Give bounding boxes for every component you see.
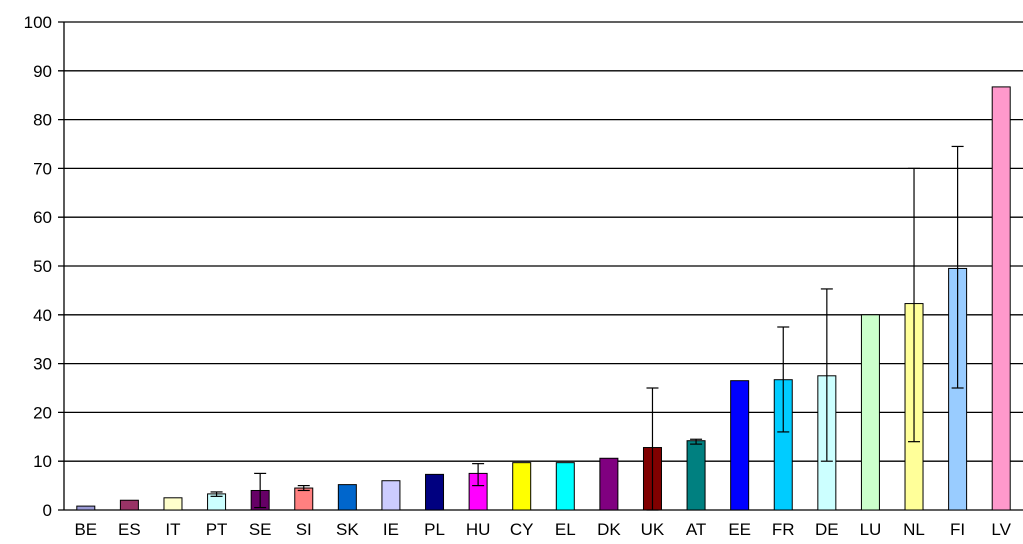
y-tick-label: 100 [24, 13, 52, 32]
y-tick-label: 60 [33, 208, 52, 227]
bar-dk [599, 457, 619, 511]
x-tick-label-it: IT [165, 520, 180, 539]
error-bar-se [254, 472, 267, 509]
error-bar-fi [951, 145, 964, 389]
bar-at [686, 440, 706, 511]
bar-lu [860, 314, 880, 511]
bar-es [119, 499, 139, 511]
x-tick-label-fr: FR [772, 520, 795, 539]
x-tick-label-nl: NL [903, 520, 925, 539]
bars [76, 86, 1011, 511]
bar-ie [381, 480, 401, 511]
x-tick-label-hu: HU [466, 520, 491, 539]
x-tick-label-pt: PT [206, 520, 228, 539]
y-tick-label: 0 [43, 501, 52, 520]
x-tick-label-pl: PL [424, 520, 445, 539]
y-tick-label: 30 [33, 355, 52, 374]
x-tick-label-es: ES [118, 520, 141, 539]
x-tick-label-el: EL [555, 520, 576, 539]
x-tick-label-ee: EE [728, 520, 751, 539]
bar-it [163, 497, 183, 511]
x-tick-label-uk: UK [641, 520, 665, 539]
gridlines [58, 21, 1023, 511]
bar-si [294, 487, 314, 511]
x-tick-label-be: BE [74, 520, 97, 539]
bar-el [555, 462, 575, 511]
y-tick-label: 70 [33, 159, 52, 178]
x-tick-label-fi: FI [950, 520, 965, 539]
x-tick-label-lu: LU [860, 520, 882, 539]
x-tick-label-de: DE [815, 520, 839, 539]
bar-lv [991, 86, 1011, 511]
error-bar-uk [646, 387, 659, 511]
y-tick-label: 50 [33, 257, 52, 276]
y-tick-label: 90 [33, 62, 52, 81]
error-bar-si [297, 485, 310, 492]
x-tick-label-si: SI [296, 520, 312, 539]
error-bar-fr [777, 326, 790, 433]
bar-ee [730, 380, 750, 511]
y-tick-label: 80 [33, 111, 52, 130]
bar-sk [337, 484, 357, 511]
error-bar-de [820, 288, 833, 462]
y-tick-label: 20 [33, 403, 52, 422]
x-axis-category-labels: BE ES IT PT SE SI SK IE PL HU CY EL DK UK AT EE FR DE LU NL… [74, 520, 1011, 539]
x-tick-label-dk: DK [597, 520, 621, 539]
error-bars [210, 145, 964, 511]
error-bar-at [690, 438, 703, 445]
error-bar-nl [908, 167, 921, 443]
y-tick-label: 10 [33, 452, 52, 471]
bar-be [76, 505, 96, 511]
x-tick-label-ie: IE [383, 520, 399, 539]
x-tick-label-lv: LV [991, 520, 1011, 539]
x-tick-label-sk: SK [336, 520, 359, 539]
bar-cy [512, 462, 532, 511]
bar-pl [425, 473, 445, 511]
x-tick-label-at: AT [686, 520, 706, 539]
error-bar-hu [472, 463, 485, 487]
y-tick-label: 40 [33, 306, 52, 325]
error-bar-pt [210, 491, 223, 497]
y-axis-tick-labels: 0 10 20 30 40 50 60 70 80 90 100 [24, 13, 52, 520]
x-tick-label-se: SE [249, 520, 272, 539]
x-tick-label-cy: CY [510, 520, 534, 539]
